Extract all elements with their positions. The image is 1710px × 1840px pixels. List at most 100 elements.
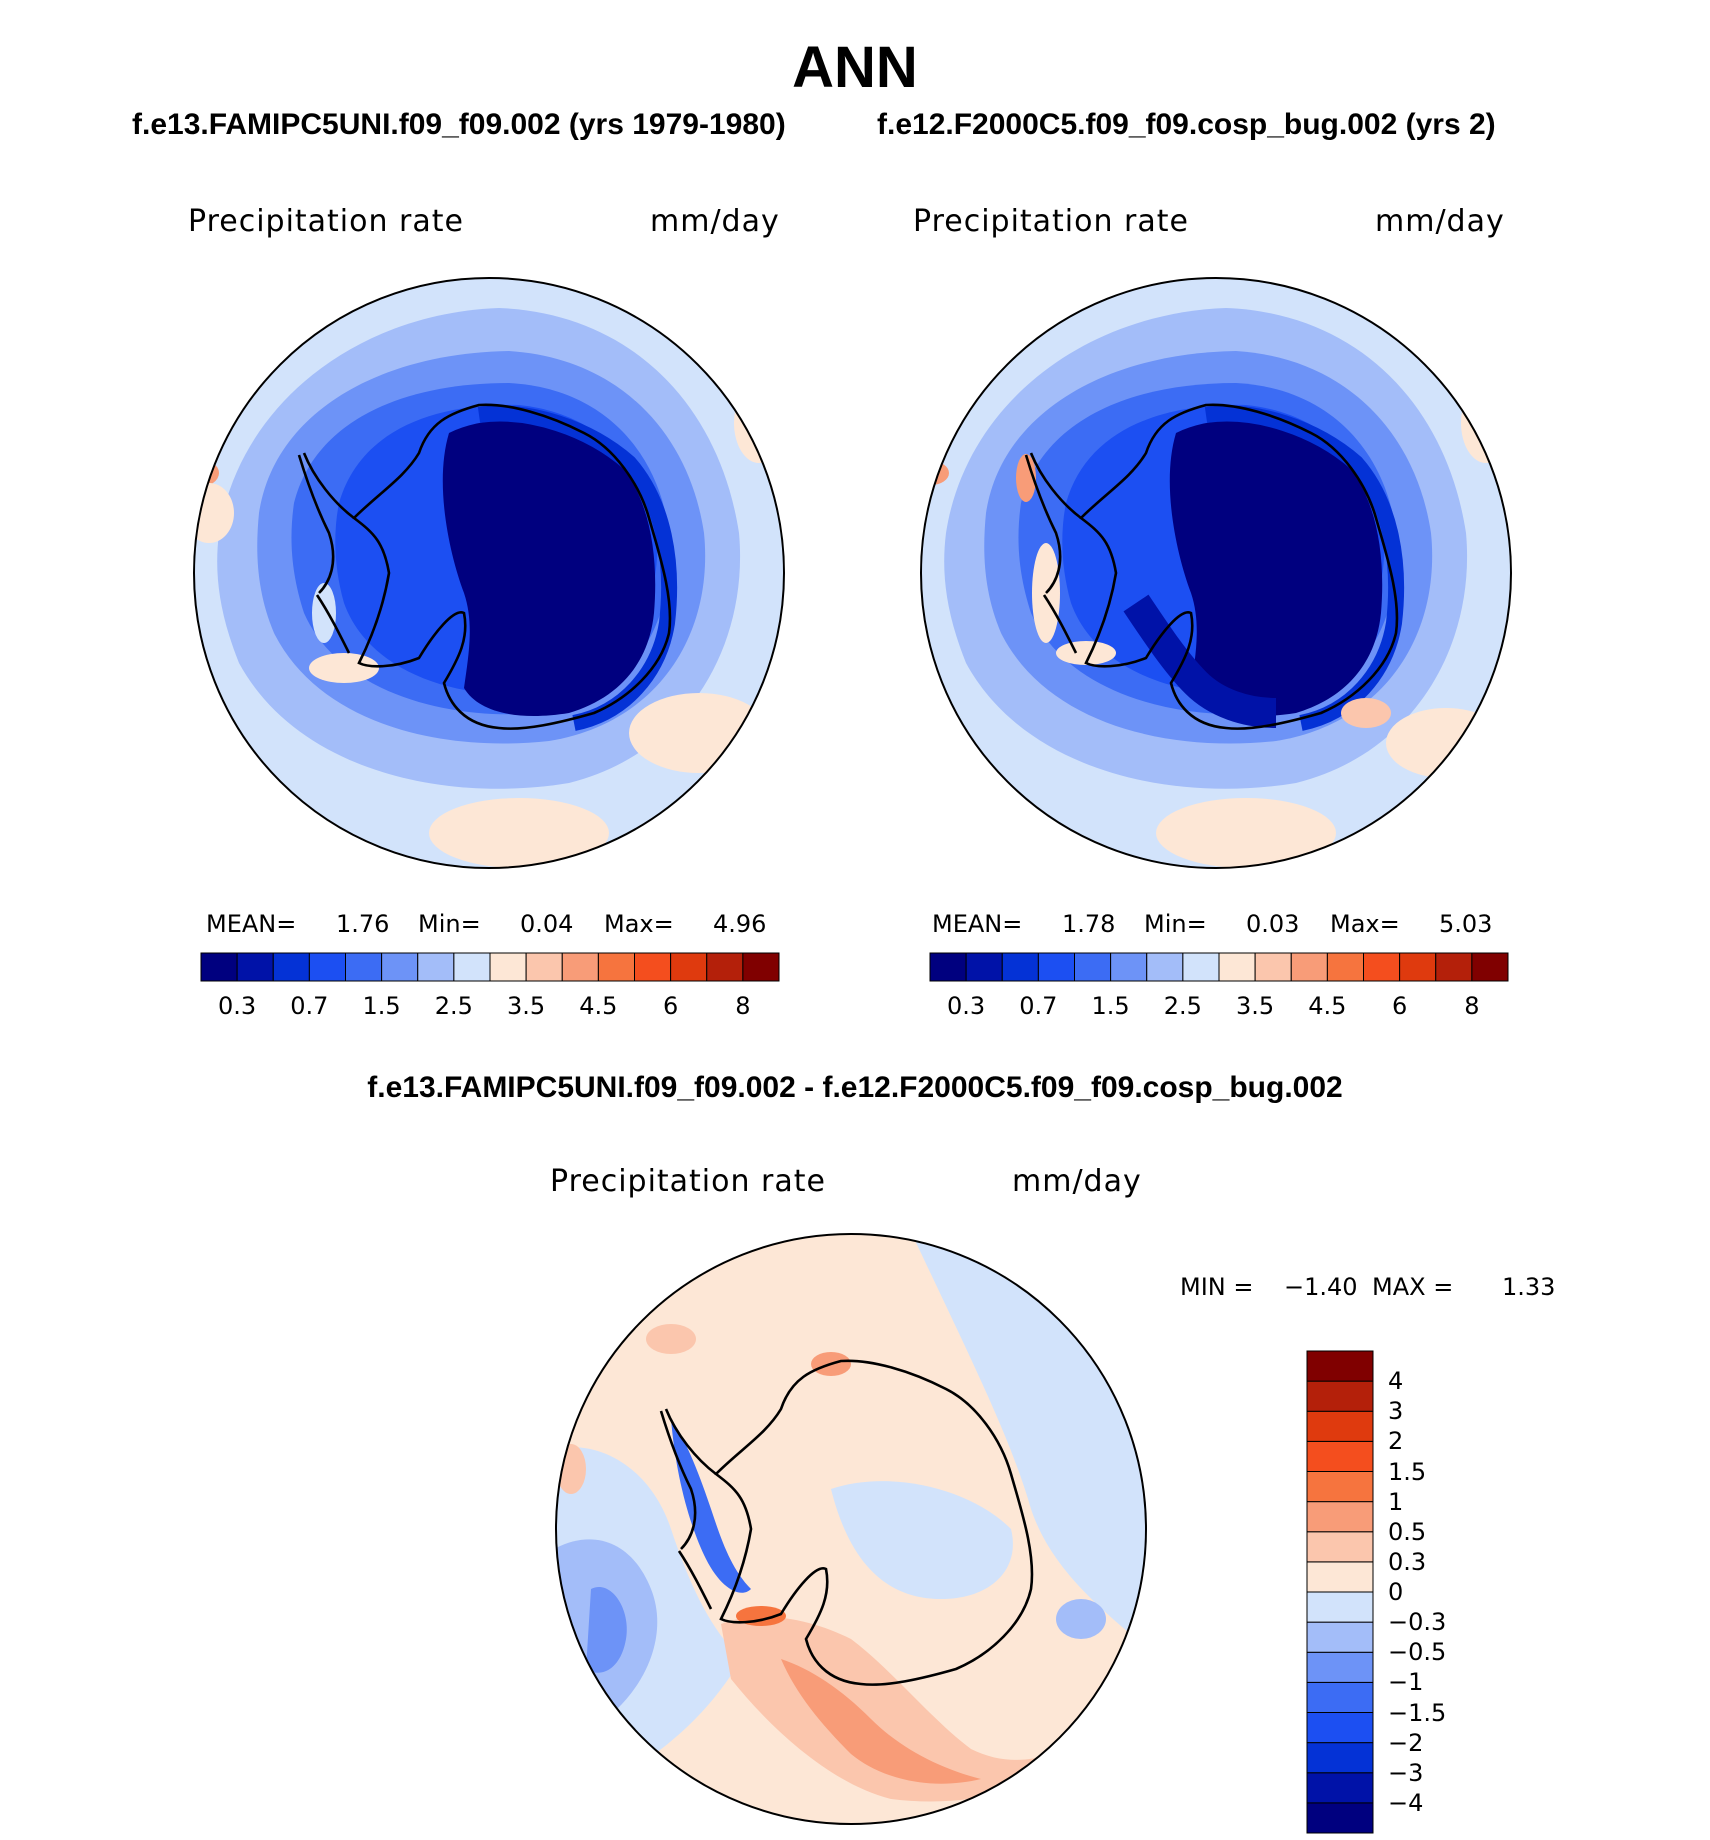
diff-colorbar-swatch: [1306, 1621, 1374, 1653]
diff-colorbar-swatch: [1306, 1531, 1374, 1563]
left-case-title: f.e13.FAMIPC5UNI.f09_f09.002 (yrs 1979-1…: [132, 108, 786, 141]
right-colorbar-swatch: [1001, 952, 1039, 982]
diff-case-title: f.e13.FAMIPC5UNI.f09_f09.002 - f.e12.F20…: [367, 1071, 1343, 1104]
right-max-label: Max=: [1330, 910, 1400, 938]
right-variable-label: Precipitation rate: [913, 204, 1189, 239]
diff-colorbar-swatch: [1306, 1471, 1374, 1503]
right-colorbar-swatch: [965, 952, 1003, 982]
right-colorbar-tick-label: 4.5: [1308, 992, 1347, 1020]
diff-units-label: mm/day: [1012, 1164, 1142, 1199]
right-mean-label: MEAN=: [932, 910, 1023, 938]
diff-colorbar-swatch: [1306, 1380, 1374, 1412]
left-colorbar-swatch: [742, 952, 780, 982]
right-colorbar-swatch: [1254, 952, 1292, 982]
right-colorbar-tick-label: 0.7: [1019, 992, 1058, 1020]
diff-variable-label: Precipitation rate: [550, 1164, 826, 1199]
diff-colorbar-swatch: [1306, 1742, 1374, 1774]
diff-colorbar-swatch: [1306, 1712, 1374, 1744]
left-colorbar-swatch: [236, 952, 274, 982]
left-colorbar-swatch: [597, 952, 635, 982]
diff-colorbar-tick-label: −1.5: [1388, 1698, 1447, 1727]
left-colorbar-swatch: [634, 952, 672, 982]
left-colorbar-swatch: [200, 952, 238, 982]
diff-colorbar-swatch: [1306, 1802, 1374, 1834]
left-max-label: Max=: [604, 910, 674, 938]
right-max-value: 5.03: [1439, 910, 1493, 938]
diff-colorbar-swatch: [1306, 1681, 1374, 1713]
left-colorbar-tick-label: 4.5: [579, 992, 618, 1020]
left-colorbar-tick-label: 0.7: [290, 992, 329, 1020]
diff-colorbar-tick-label: 0.3: [1388, 1547, 1427, 1576]
right-colorbar-swatch: [1326, 952, 1364, 982]
left-min-label: Min=: [418, 910, 481, 938]
diff-min-label: MIN =: [1180, 1273, 1254, 1301]
right-colorbar-swatch: [1399, 952, 1437, 982]
right-colorbar-swatch: [1218, 952, 1256, 982]
right-colorbar-swatch: [1182, 952, 1220, 982]
left-units-label: mm/day: [650, 204, 780, 239]
diff-colorbar-swatch: [1306, 1772, 1374, 1804]
diff-colorbar-tick-label: −0.3: [1388, 1608, 1447, 1637]
left-colorbar-swatch: [489, 952, 527, 982]
right-units-label: mm/day: [1375, 204, 1505, 239]
diff-field-positive: [721, 1616, 1081, 1802]
left-colorbar-tick-label: 2.5: [434, 992, 473, 1020]
diff-colorbar-swatch: [1306, 1501, 1374, 1533]
left-colorbar-ticks: 0.3 0.7 1.5 2.5 3.5 4.5 6 8: [200, 992, 780, 1022]
right-colorbar: [929, 952, 1509, 982]
diff-colorbar-swatch: [1306, 1561, 1374, 1593]
page-title: ANN: [792, 35, 918, 100]
diff-colorbar-tick-label: 3: [1388, 1397, 1404, 1426]
right-colorbar-swatch: [929, 952, 967, 982]
diff-precip-map: [555, 1233, 1147, 1825]
left-colorbar-swatch: [345, 952, 383, 982]
diff-max-label: MAX =: [1372, 1273, 1454, 1301]
left-colorbar-tick-label: 3.5: [507, 992, 546, 1020]
left-colorbar-swatch: [417, 952, 455, 982]
right-colorbar-swatch: [1435, 952, 1473, 982]
diff-colorbar-tick-label: 1.5: [1388, 1457, 1427, 1486]
right-precip-map: [920, 277, 1512, 869]
left-colorbar-swatch: [706, 952, 744, 982]
left-colorbar-swatch: [381, 952, 419, 982]
diff-colorbar-tick-label: 4: [1388, 1367, 1404, 1396]
right-colorbar-swatch: [1110, 952, 1148, 982]
right-colorbar-tick-label: 1.5: [1091, 992, 1130, 1020]
right-colorbar-ticks: 0.3 0.7 1.5 2.5 3.5 4.5 6 8: [929, 992, 1509, 1022]
diff-colorbar-ticks: 4 3 2 1.5 1 0.5 0.3 0 −0.3 −0.5 −1 −1.5 −2 −3 −4: [1388, 1350, 1508, 1834]
left-field-dry-interior: [442, 420, 656, 716]
right-colorbar-tick-label: 0.3: [947, 992, 986, 1020]
diff-colorbar-swatch: [1306, 1350, 1374, 1382]
left-colorbar-swatch: [453, 952, 491, 982]
right-colorbar-tick-label: 2.5: [1163, 992, 1202, 1020]
right-min-label: Min=: [1144, 910, 1207, 938]
left-precip-map: [193, 277, 785, 869]
left-colorbar-swatch: [272, 952, 310, 982]
right-colorbar-swatch: [1363, 952, 1401, 982]
left-colorbar-swatch: [525, 952, 563, 982]
right-colorbar-swatch: [1146, 952, 1184, 982]
right-colorbar-tick-label: 8: [1464, 992, 1480, 1020]
left-colorbar-swatch: [670, 952, 708, 982]
right-field-dry-interior: [1169, 420, 1383, 716]
diff-colorbar-tick-label: 0.5: [1388, 1517, 1427, 1546]
right-colorbar-swatch: [1471, 952, 1509, 982]
left-colorbar-swatch: [308, 952, 346, 982]
diff-colorbar-tick-label: −3: [1388, 1758, 1424, 1787]
left-colorbar-tick-label: 0.3: [218, 992, 257, 1020]
left-colorbar-swatch: [561, 952, 599, 982]
diff-colorbar-swatch: [1306, 1651, 1374, 1683]
diff-colorbar-tick-label: −0.5: [1388, 1638, 1447, 1667]
right-mean-value: 1.78: [1062, 910, 1116, 938]
left-mean-label: MEAN=: [206, 910, 297, 938]
left-colorbar-tick-label: 6: [662, 992, 679, 1020]
left-colorbar: [200, 952, 780, 982]
diff-colorbar: [1306, 1350, 1374, 1834]
right-colorbar-swatch: [1074, 952, 1112, 982]
left-colorbar-tick-label: 8: [735, 992, 751, 1020]
diff-colorbar-tick-label: −1: [1388, 1668, 1424, 1697]
diff-colorbar-swatch: [1306, 1440, 1374, 1472]
diff-max-value: 1.33: [1502, 1273, 1556, 1301]
right-case-title: f.e12.F2000C5.f09_f09.cosp_bug.002 (yrs …: [877, 108, 1496, 141]
diff-colorbar-swatch: [1306, 1591, 1374, 1623]
